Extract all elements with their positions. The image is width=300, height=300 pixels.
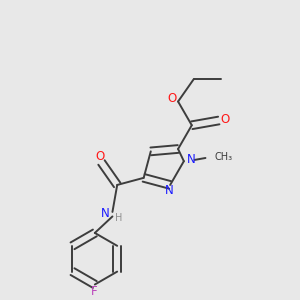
Text: N: N: [187, 153, 195, 167]
Text: N: N: [101, 207, 110, 220]
Text: O: O: [95, 150, 104, 163]
Text: CH₃: CH₃: [214, 152, 232, 162]
Text: O: O: [167, 92, 176, 105]
Text: N: N: [165, 184, 174, 197]
Text: H: H: [115, 213, 122, 223]
Text: F: F: [91, 285, 98, 298]
Text: O: O: [220, 113, 229, 126]
